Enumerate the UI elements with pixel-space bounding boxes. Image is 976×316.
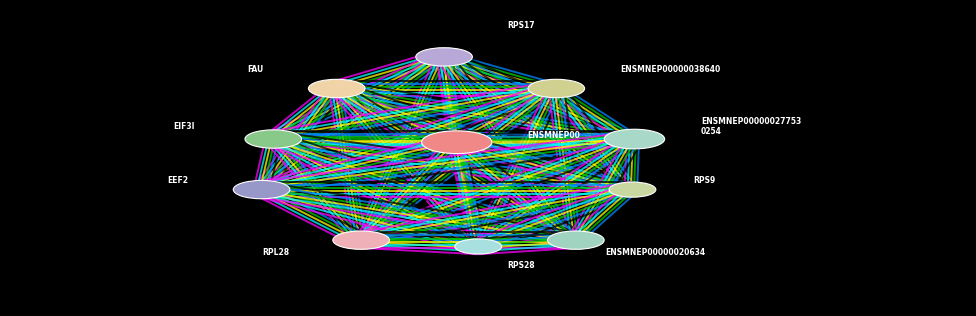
Circle shape (333, 231, 389, 249)
Text: ENSMNEP00000027753
0254: ENSMNEP00000027753 0254 (701, 117, 801, 136)
Text: RPS17: RPS17 (508, 21, 535, 30)
Text: RPL28: RPL28 (262, 248, 289, 257)
Text: EEF2: EEF2 (167, 176, 188, 185)
Circle shape (604, 129, 665, 149)
Text: RPS28: RPS28 (508, 261, 535, 270)
Circle shape (245, 130, 302, 148)
Circle shape (528, 79, 585, 98)
Circle shape (233, 180, 290, 199)
Text: FAU: FAU (247, 65, 264, 74)
Circle shape (422, 131, 492, 154)
Text: ENSMNEP00000038640: ENSMNEP00000038640 (620, 65, 720, 74)
Circle shape (308, 79, 365, 98)
Circle shape (416, 48, 472, 66)
Text: ENSMNEP00: ENSMNEP00 (527, 131, 580, 140)
Circle shape (455, 239, 502, 254)
Text: EIF3I: EIF3I (174, 122, 195, 131)
Text: RPS9: RPS9 (693, 176, 715, 185)
Circle shape (548, 231, 604, 249)
Text: ENSMNEP00000020634: ENSMNEP00000020634 (605, 248, 706, 257)
Circle shape (609, 182, 656, 197)
